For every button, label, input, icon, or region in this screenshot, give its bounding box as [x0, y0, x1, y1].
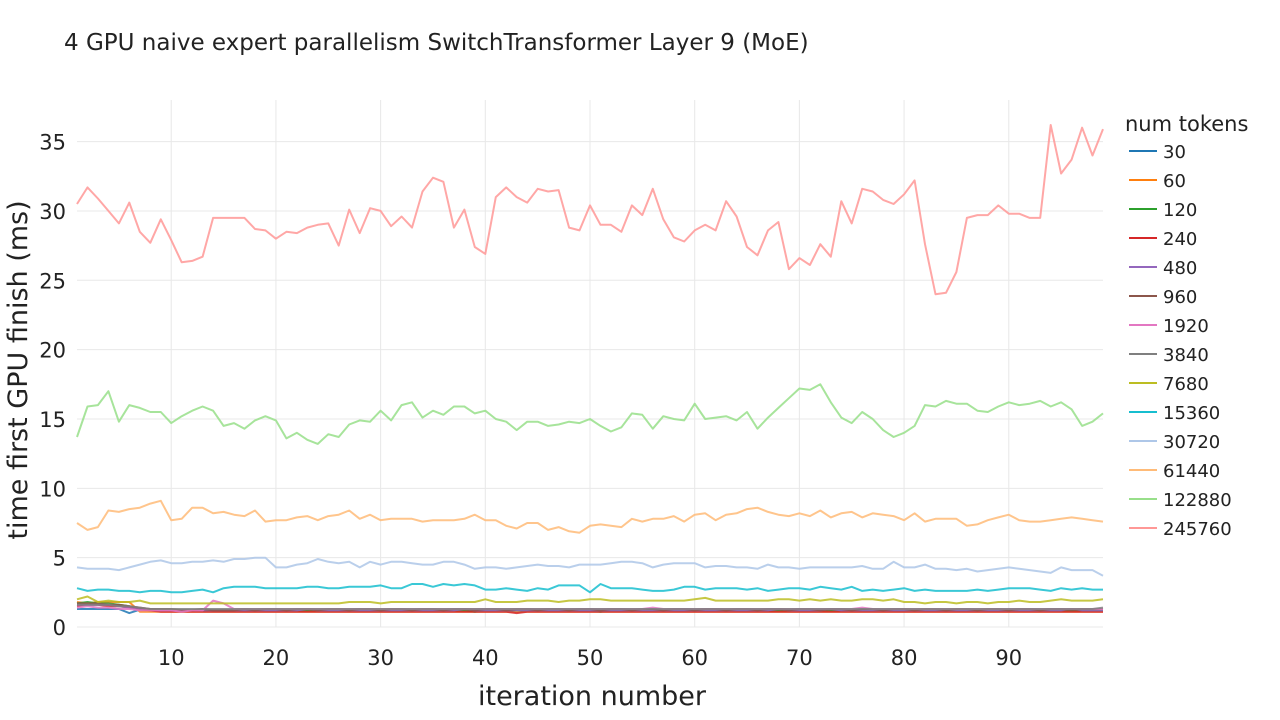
series-line-7680 — [76, 595, 1104, 605]
x-axis-ticks: 10 20 30 40 50 60 70 80 90 — [158, 646, 1022, 670]
legend-label: 15360 — [1163, 403, 1220, 424]
x-tick-label: 30 — [367, 646, 394, 670]
x-tick-label: 40 — [472, 646, 499, 670]
y-tick-label: 30 — [39, 200, 66, 224]
legend: num tokens 30 60 120 240 480 960 1920 3840 7680 1… — [1125, 112, 1248, 540]
legend-label: 120 — [1163, 200, 1197, 221]
legend-label: 60 — [1163, 171, 1186, 192]
chart-title: 4 GPU naive expert parallelism SwitchTra… — [64, 30, 809, 56]
x-tick-label: 90 — [995, 646, 1022, 670]
series-line-61440 — [76, 499, 1104, 534]
legend-label: 3840 — [1163, 345, 1209, 366]
series-line-122880 — [76, 383, 1104, 445]
y-tick-label: 20 — [39, 339, 66, 363]
legend-label: 61440 — [1163, 461, 1220, 482]
y-tick-label: 35 — [39, 131, 66, 155]
series-line-3840 — [77, 603, 1104, 610]
series-lines — [76, 124, 1104, 615]
series-line-240 — [76, 603, 1103, 615]
y-tick-label: 10 — [39, 477, 66, 501]
x-tick-label: 10 — [158, 646, 185, 670]
x-axis-title: iteration number — [478, 681, 707, 712]
series-line-245760 — [76, 124, 1104, 296]
y-tick-label: 5 — [53, 547, 66, 571]
y-axis-ticks: 0 5 10 15 20 25 30 35 — [39, 131, 66, 640]
series-line-15360 — [76, 583, 1103, 594]
y-tick-label: 25 — [39, 269, 66, 293]
y-axis-title: time first GPU finish (ms) — [3, 200, 34, 539]
x-tick-label: 70 — [786, 646, 813, 670]
y-tick-label: 0 — [53, 616, 66, 640]
gridlines — [77, 100, 1103, 628]
legend-label: 30720 — [1163, 432, 1220, 453]
legend-label: 480 — [1163, 258, 1197, 279]
legend-label: 7680 — [1163, 374, 1209, 395]
x-tick-label: 20 — [263, 646, 290, 670]
x-tick-label: 80 — [891, 646, 918, 670]
legend-label: 960 — [1163, 287, 1197, 308]
legend-label: 245760 — [1163, 519, 1232, 540]
legend-title: num tokens — [1125, 112, 1248, 136]
legend-label: 30 — [1163, 142, 1186, 163]
legend-label: 1920 — [1163, 316, 1209, 337]
legend-label: 240 — [1163, 229, 1197, 250]
series-line-30720 — [76, 556, 1104, 577]
legend-label: 122880 — [1163, 490, 1232, 511]
y-tick-label: 15 — [39, 408, 66, 432]
x-tick-label: 50 — [577, 646, 604, 670]
x-tick-label: 60 — [681, 646, 708, 670]
